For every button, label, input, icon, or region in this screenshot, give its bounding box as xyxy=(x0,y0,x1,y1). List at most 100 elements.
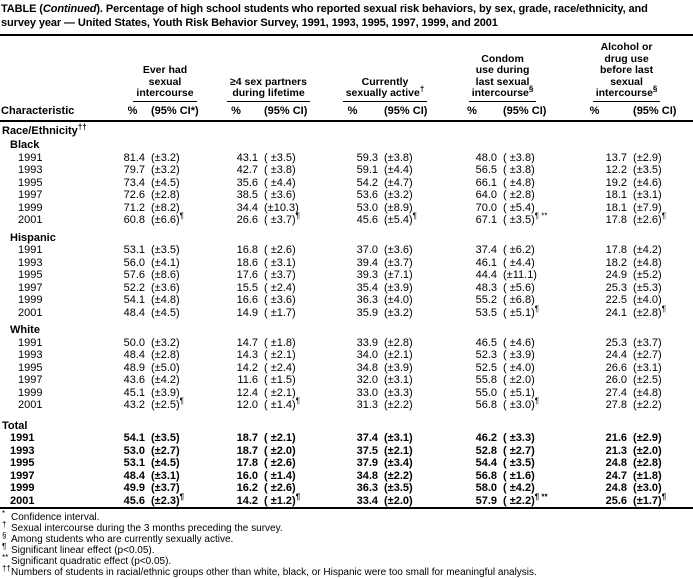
significance-marker: ¶ xyxy=(661,303,666,313)
table-row: 1993 79.7 (±3.2) 42.7 ( ±3.8) 59.1 (±4.4) 56.5 (… xyxy=(0,164,693,177)
col-header-pct-1: % xyxy=(118,101,147,122)
section-label: Hispanic xyxy=(0,227,693,245)
value-text: (±5.0) xyxy=(151,361,180,374)
ci-value: ( ±3.5) xyxy=(260,152,325,165)
value-text: ( ±3.5) xyxy=(503,457,535,469)
column-group-title: ≥4 sex partners during lifetime xyxy=(227,76,310,102)
value-text: (±4.8) xyxy=(633,386,662,399)
ci-value: (±2.1) xyxy=(380,349,445,362)
value-text: ( ±2.6) xyxy=(264,457,296,469)
value-text: (±2.0) xyxy=(384,494,413,507)
table-row: 1993 48.4 (±2.8) 14.3 ( ±2.1) 34.0 (±2.1) 52.3 (… xyxy=(0,349,693,362)
ci-value: (±3.2) xyxy=(380,189,445,202)
table-row: 1997 48.4 (±3.1) 16.0 ( ±1.4) 34.8 (±2.2) 56.8 (… xyxy=(0,470,693,483)
ci-value: ( ±3.1) xyxy=(260,257,325,270)
value-text: (±3.4) xyxy=(384,457,413,469)
table-header: Characteristic Ever had sexual intercourse ≥… xyxy=(0,36,693,122)
footnote: ** Significant quadratic effect (p<0.05). xyxy=(2,552,172,567)
ci-value: (±3.9) xyxy=(380,362,445,375)
column-group-title-line: use during xyxy=(475,64,530,76)
value-text: ( ±2.8) xyxy=(503,189,535,201)
value-text: (±8.9) xyxy=(384,201,413,214)
table-title-text: ). Percentage of high school students wh… xyxy=(96,3,648,15)
value-text: (±4.2) xyxy=(151,374,180,386)
ci-value: ( ±3.7) xyxy=(260,269,325,282)
ci-value: (±2.6)¶ xyxy=(629,212,693,227)
ci-value: (±3.6) xyxy=(380,244,445,257)
value-text: (±3.5) xyxy=(151,432,180,444)
ci-value: (±4.2) xyxy=(147,374,212,387)
value-text: (±3.1) xyxy=(151,469,180,482)
pct-value: 24.8 xyxy=(605,457,628,469)
pct-value: 37.9 xyxy=(356,457,379,469)
value-text: (±2.8) xyxy=(633,457,662,469)
pct-value: 70.0 xyxy=(475,201,498,214)
ci-value: (±3.1) xyxy=(147,470,212,483)
value-text: ( ±5.1) xyxy=(503,386,535,399)
value-text: ( ±1.4) xyxy=(264,469,296,482)
pct-value: 42.7 xyxy=(236,164,258,176)
value-text: (±3.2) xyxy=(151,336,180,349)
ci-value: (±2.2) xyxy=(380,399,445,412)
pct-value: 52.5 xyxy=(475,361,498,374)
section-row: Total xyxy=(0,412,693,433)
pct-value: 12.4 xyxy=(236,386,258,399)
value-text: ( ±5.6) xyxy=(503,281,535,294)
table-row: 1999 49.9 (±3.7) 16.2 ( ±2.6) 36.3 (±3.5) 58.0 (… xyxy=(0,482,693,495)
row-label-year: 1997 xyxy=(10,469,35,482)
ci-value: ( ±1.5) xyxy=(260,374,325,387)
significance-marker: ¶ xyxy=(179,396,184,406)
pct-value: 12.0 xyxy=(236,399,258,411)
ci-value: (±5.3) xyxy=(629,282,693,295)
pct-value: 17.8 xyxy=(605,214,628,226)
ci-value: (±2.9) xyxy=(629,152,693,165)
section-row: Race/Ethnicity†† xyxy=(0,121,693,138)
pct-value: 18.2 xyxy=(605,256,628,269)
footnote-ref: § xyxy=(528,84,534,94)
pct-value: 14.2 xyxy=(236,494,258,507)
pct-value: 35.4 xyxy=(356,281,379,294)
value-text: ( ±2.0) xyxy=(264,444,296,457)
ci-value: (±2.8) xyxy=(147,189,212,202)
ci-value: ( ±2.6) xyxy=(260,457,325,470)
footnote-text: Sexual intercourse during the 3 months p… xyxy=(11,523,283,534)
ci-value: ( ±4.4) xyxy=(260,177,325,190)
ci-value: (±5.2) xyxy=(629,269,693,282)
row-label-year: 1997 xyxy=(18,189,43,201)
ci-value: (±3.2) xyxy=(147,152,212,165)
value-text: ( ±1.2) xyxy=(264,494,296,507)
table-row: 1991 81.4 (±3.2) 43.1 ( ±3.5) 59.3 (±3.8) 48.0 (… xyxy=(0,152,693,165)
value-text: (±3.2) xyxy=(384,189,413,201)
value-text: ( ±2.7) xyxy=(503,444,535,457)
ci-value: (±4.4) xyxy=(380,164,445,177)
row-label-year: 1991 xyxy=(18,336,43,349)
pct-value: 64.0 xyxy=(475,189,498,201)
table-row: 1999 71.2 (±8.2) 34.4 (±10.3) 53.0 (±8.9) 70.0 (… xyxy=(0,202,693,215)
value-text: ( ±1.8) xyxy=(264,336,296,349)
row-label-year: 1995 xyxy=(10,457,35,469)
ci-value: (±4.7) xyxy=(380,177,445,190)
value-text: (±5.4) xyxy=(384,214,413,226)
ci-value: ( ±4.2) xyxy=(499,482,560,495)
ci-value: (±4.2) xyxy=(629,244,693,257)
row-label-year: 1997 xyxy=(18,374,43,386)
value-text: (±4.7) xyxy=(384,176,413,189)
value-text: ( ±4.4) xyxy=(503,256,535,269)
pct-value: 56.8 xyxy=(475,469,498,482)
pct-value: 36.3 xyxy=(356,294,379,306)
value-text: (±3.2) xyxy=(384,306,413,319)
ci-value: ( ±3.3) xyxy=(499,432,560,445)
pct-value: 16.2 xyxy=(236,482,258,494)
pct-value: 16.0 xyxy=(236,469,258,482)
value-text: (±3.3) xyxy=(384,386,413,399)
value-text: (±3.5) xyxy=(384,482,413,494)
value-text: (±11.1) xyxy=(503,269,537,281)
ci-value: ( ±3.5) xyxy=(499,457,560,470)
col-header-ci-1: (95% CI*) xyxy=(147,101,212,122)
ci-value: ( ±6.8) xyxy=(499,294,560,307)
footnote: § Among students who are currently sexual… xyxy=(2,530,234,545)
column-group-header-3: Currently sexually active† xyxy=(325,36,445,102)
ci-value: (±3.2) xyxy=(380,307,445,320)
ci-value: ( ±4.6) xyxy=(499,337,560,350)
table-row: 1995 57.6 (±8.6) 17.6 ( ±3.7) 39.3 (±7.1) 44.4 (… xyxy=(0,269,693,282)
